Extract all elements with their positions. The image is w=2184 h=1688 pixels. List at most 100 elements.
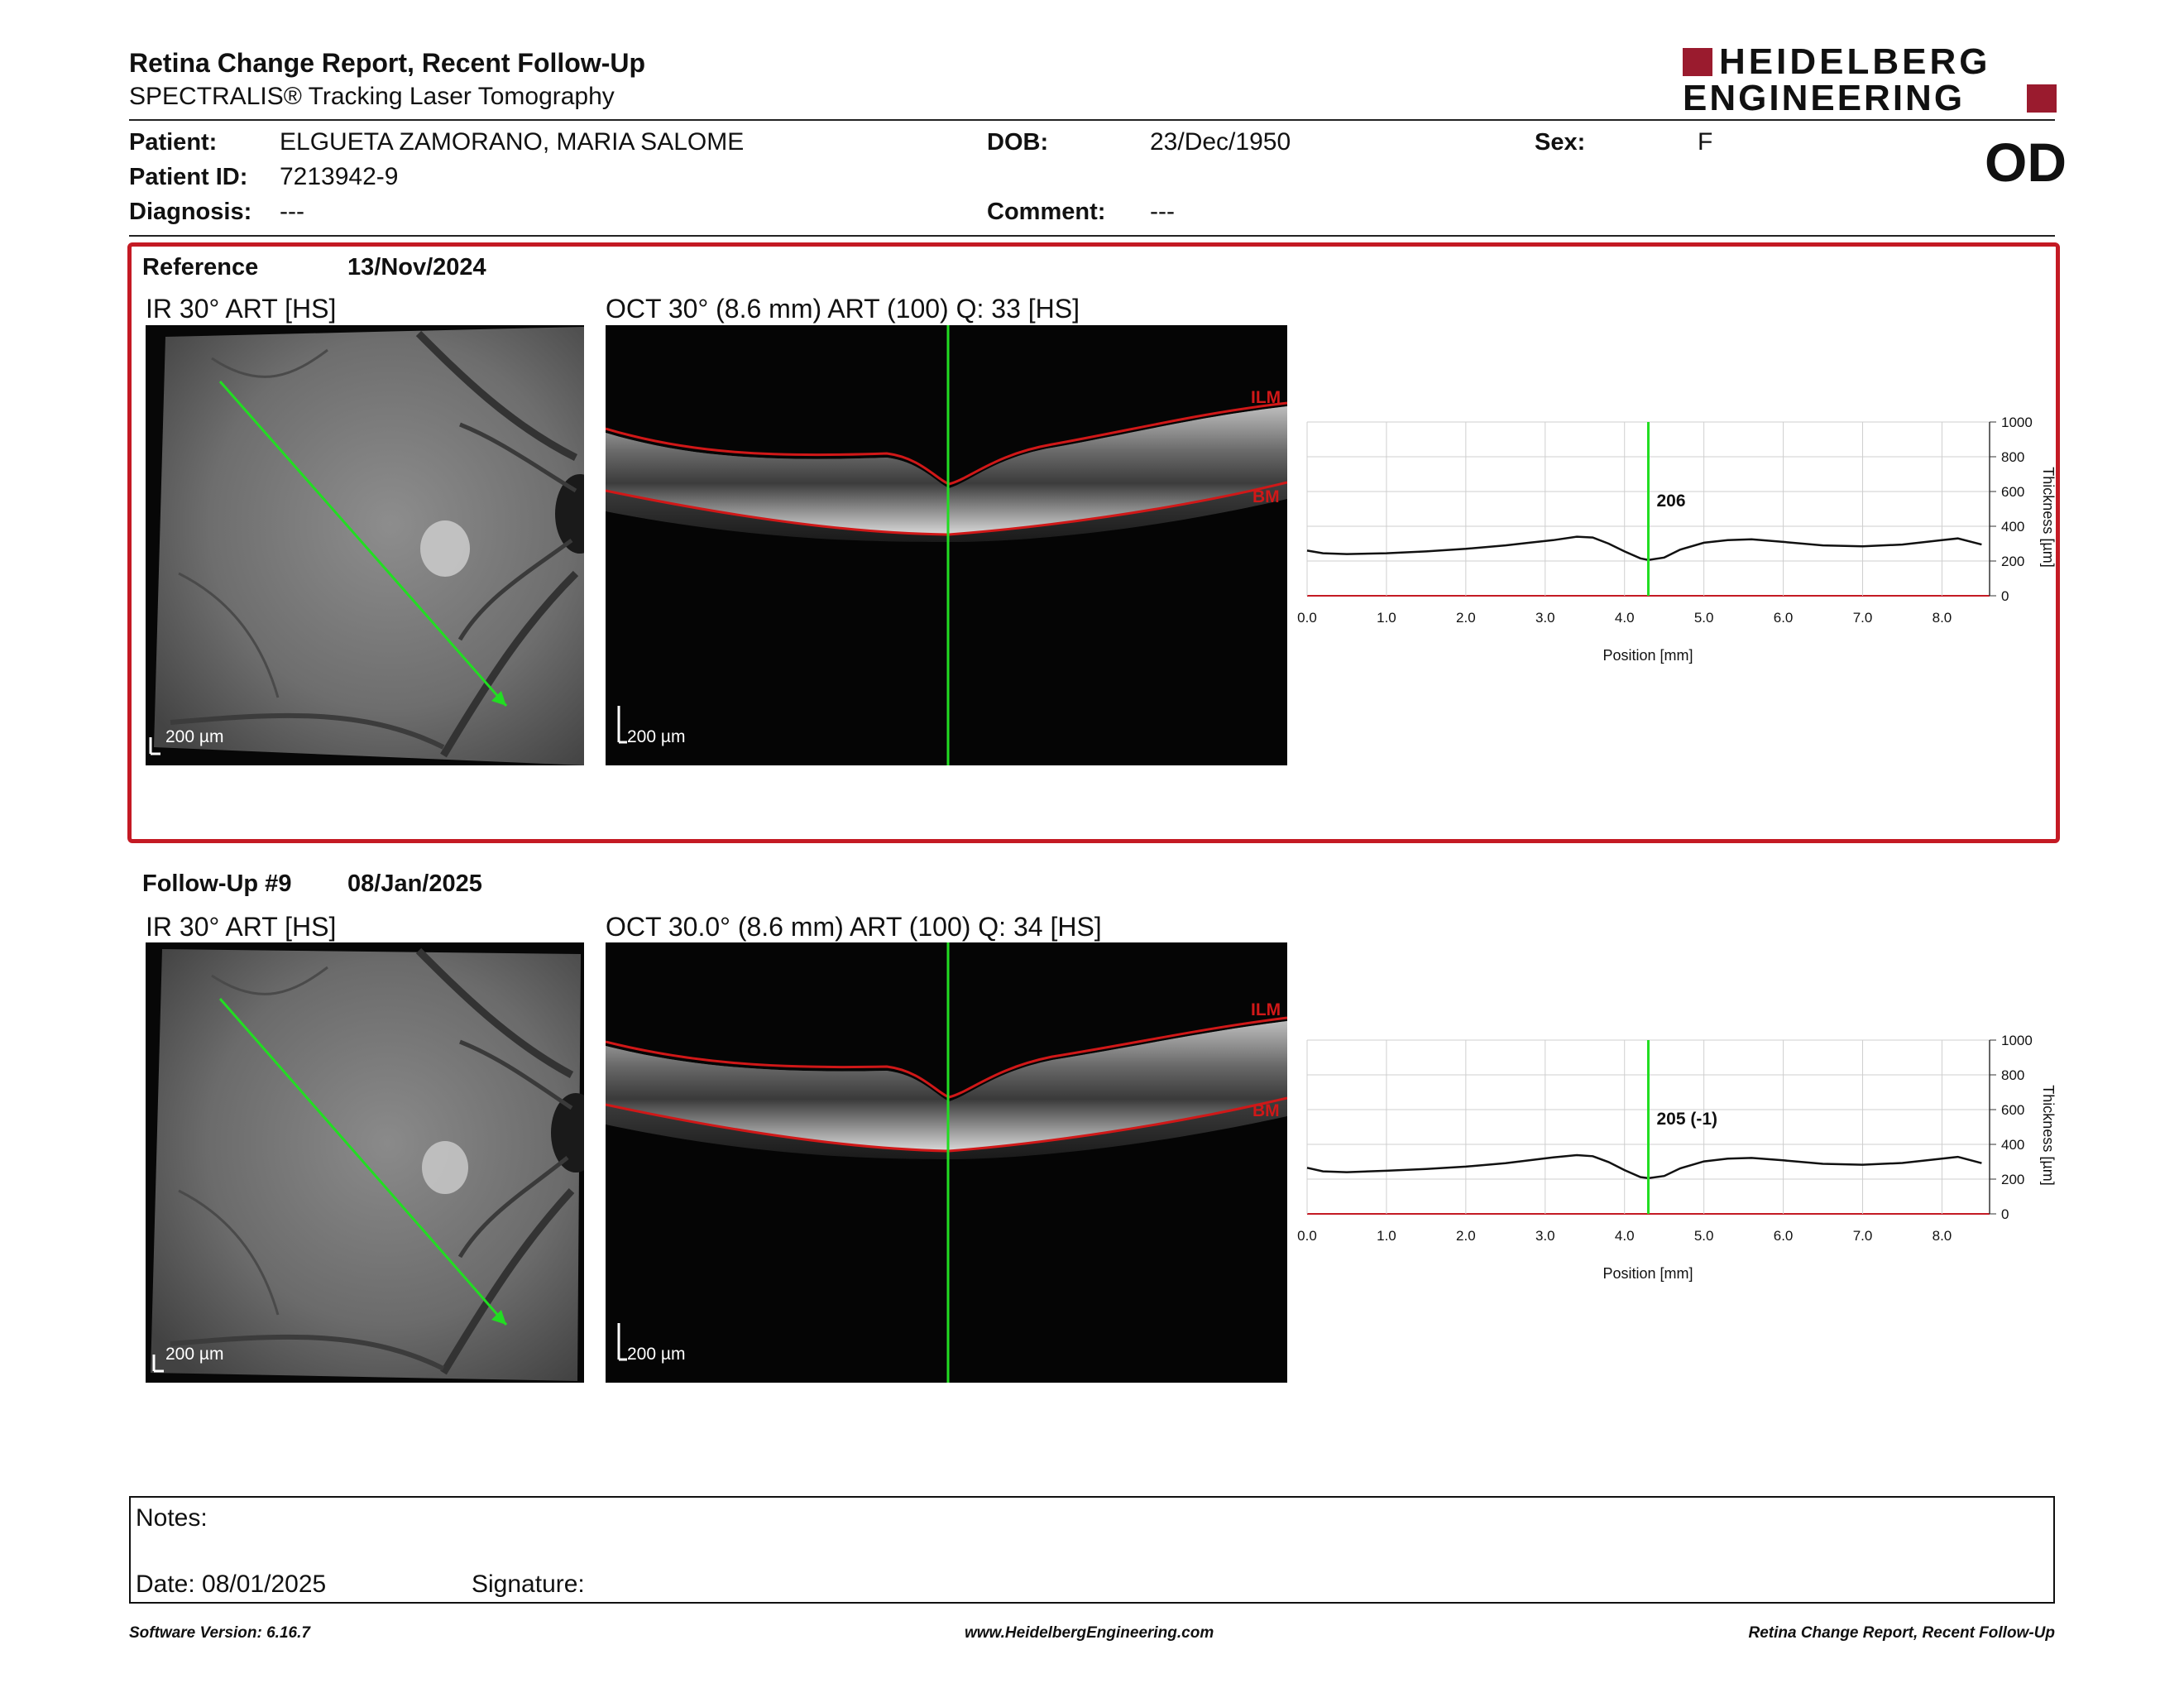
- x-tick-label: 0.0: [1297, 610, 1317, 626]
- reference-date: 13/Nov/2024: [347, 254, 486, 281]
- notes-label: Notes:: [136, 1504, 208, 1532]
- retina-layers: [606, 406, 1287, 535]
- vessel: [440, 570, 579, 758]
- scan-line-arrow: [218, 998, 508, 1326]
- cursor-value-label: 206: [1657, 492, 1686, 511]
- thickness-curve: [1306, 535, 1982, 561]
- x-tick-label: 8.0: [1933, 1228, 1952, 1244]
- vessel: [178, 1189, 280, 1316]
- diagnosis-value: ---: [280, 198, 304, 225]
- vessel: [457, 1156, 569, 1259]
- x-tick-label: 3.0: [1535, 1228, 1555, 1244]
- x-tick-label: 7.0: [1853, 1228, 1873, 1244]
- y-tick-label: 600: [2001, 1102, 2024, 1118]
- reference-oct-scale: 200 µm: [627, 727, 686, 746]
- y-tick-label: 200: [2001, 554, 2024, 569]
- diagnosis-label: Diagnosis:: [129, 199, 252, 225]
- dob-value: 23/Dec/1950: [1150, 128, 1291, 156]
- y-tick-label: 0: [2001, 588, 2009, 604]
- followup-oct-label: OCT 30.0° (8.6 mm) ART (100) Q: 34 [HS]: [606, 912, 1102, 942]
- followup-bm-label: BM: [1252, 1101, 1280, 1120]
- y-tick-label: 400: [2001, 1137, 2024, 1153]
- vessel: [459, 422, 577, 493]
- scan-arrowhead: [491, 691, 506, 706]
- report-subtitle: SPECTRALIS® Tracking Laser Tomography: [129, 83, 615, 110]
- y-tick-label: 800: [2001, 449, 2024, 465]
- y-tick-label: 1000: [2001, 1033, 2033, 1048]
- thickness-curve: [1306, 1153, 1982, 1180]
- reference-oct-label: OCT 30° (8.6 mm) ART (100) Q: 33 [HS]: [606, 294, 1080, 324]
- followup-oct-scale: 200 µm: [627, 1345, 686, 1364]
- retina-layers: [606, 1021, 1287, 1151]
- fundus-area: [154, 327, 584, 765]
- y-axis-label: Thickness [µm]: [2040, 1085, 2057, 1185]
- scan-arrowhead: [491, 1310, 506, 1325]
- logo-line-1: HEIDELBERG: [1719, 41, 1991, 82]
- x-tick-label: 2.0: [1456, 1228, 1476, 1244]
- patient-id: 7213942-9: [280, 163, 399, 190]
- vessel: [170, 1334, 445, 1371]
- vessel: [459, 1039, 573, 1110]
- logo-square-top: [1683, 48, 1712, 76]
- reference-ir-image: 200 µm: [146, 325, 584, 765]
- cursor-value-label: 205 (-1): [1657, 1110, 1718, 1129]
- x-axis-label: Position [mm]: [1602, 647, 1693, 664]
- header-rule-top: [129, 119, 2055, 121]
- x-tick-label: 8.0: [1933, 610, 1952, 626]
- y-tick-label: 0: [2001, 1206, 2009, 1222]
- notes-date: Date: 08/01/2025: [136, 1571, 327, 1598]
- x-axis-label: Position [mm]: [1602, 1265, 1693, 1282]
- footer-software-version: Software Version: 6.16.7: [129, 1624, 310, 1642]
- followup-ir-scale: 200 µm: [165, 1345, 224, 1364]
- reference-ir-svg: [149, 327, 584, 765]
- comment-value: ---: [1150, 198, 1175, 225]
- x-tick-label: 7.0: [1853, 610, 1873, 626]
- y-tick-label: 1000: [2001, 415, 2033, 430]
- company-logo: HEIDELBERG ENGINEERING: [1683, 41, 2057, 118]
- patient-id-label: Patient ID:: [129, 164, 248, 190]
- x-tick-label: 1.0: [1377, 1228, 1396, 1244]
- x-tick-label: 4.0: [1615, 610, 1635, 626]
- reference-oct-svg: [606, 325, 1287, 765]
- x-tick-label: 3.0: [1535, 610, 1555, 626]
- optic-disc: [555, 474, 584, 554]
- y-tick-label: 800: [2001, 1067, 2024, 1083]
- vessel: [415, 947, 574, 1078]
- followup-ir-svg: [151, 947, 584, 1381]
- y-tick-label: 400: [2001, 519, 2024, 535]
- x-tick-label: 4.0: [1615, 1228, 1635, 1244]
- report-title: Retina Change Report, Recent Follow-Up: [129, 48, 646, 78]
- followup-ilm-label: ILM: [1251, 1000, 1281, 1019]
- vessel: [178, 572, 280, 698]
- followup-ir-label: IR 30° ART [HS]: [146, 912, 337, 942]
- footer-report-name: Retina Change Report, Recent Follow-Up: [1748, 1624, 2055, 1642]
- vessel: [457, 538, 573, 641]
- sex-label: Sex:: [1535, 129, 1586, 156]
- followup-date: 08/Jan/2025: [347, 870, 482, 897]
- header-rule-bottom: [129, 235, 2055, 237]
- reference-thickness-chart: 206 0.0 1.0 2.0 3.0 4.0 5.0 6.0 7.0 8.0 0 200 400 6…: [1297, 415, 2057, 664]
- footer-website[interactable]: www.HeidelbergEngineering.com: [965, 1624, 1214, 1642]
- comment-label: Comment:: [987, 199, 1106, 225]
- vessel: [211, 348, 328, 378]
- macular-lesion: [422, 1141, 468, 1194]
- patient-name: ELGUETA ZAMORANO, MARIA SALOME: [280, 128, 745, 156]
- x-tick-label: 1.0: [1377, 610, 1396, 626]
- patient-name-label: Patient:: [129, 129, 218, 156]
- y-tick-label: 600: [2001, 484, 2024, 500]
- vessel: [440, 1187, 575, 1375]
- scan-line-arrow: [218, 381, 508, 707]
- followup-label: Follow-Up #9: [142, 870, 292, 897]
- signature-label: Signature:: [472, 1571, 585, 1598]
- vessel: [211, 966, 328, 995]
- x-tick-label: 6.0: [1774, 610, 1794, 626]
- optic-disc: [551, 1093, 584, 1172]
- reference-ir-label: IR 30° ART [HS]: [146, 294, 337, 324]
- followup-oct-svg: [606, 942, 1287, 1383]
- reference-ir-scale: 200 µm: [165, 727, 224, 746]
- sex-value: F: [1698, 128, 1713, 156]
- y-axis-label: Thickness [µm]: [2040, 467, 2057, 567]
- x-tick-label: 5.0: [1694, 610, 1714, 626]
- dob-label: DOB:: [987, 129, 1049, 156]
- followup-thickness-chart: 205 (-1) 0.0 1.0 2.0 3.0 4.0 5.0 6.0 7.0 8.0 0 20…: [1297, 1033, 2057, 1282]
